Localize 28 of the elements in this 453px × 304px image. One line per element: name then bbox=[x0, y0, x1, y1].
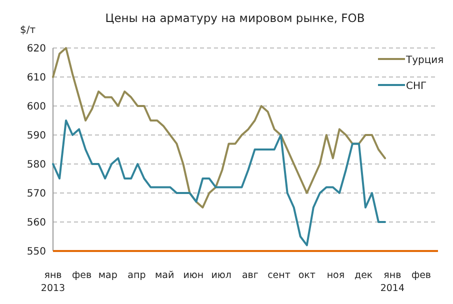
y-tick-label: 580 bbox=[26, 160, 46, 170]
x-tick-label: окт bbox=[298, 270, 316, 281]
chart-title: Цены на арматуру на мировом рынке, FOB bbox=[105, 11, 365, 25]
y-tick-label: 590 bbox=[26, 130, 46, 142]
x-tick-label: ноя bbox=[326, 270, 345, 281]
legend-label: Турция bbox=[405, 55, 444, 66]
x-tick-label: янв 2013 bbox=[40, 270, 66, 294]
y-axis-title: $/т bbox=[20, 25, 36, 36]
x-tick-label: июл bbox=[211, 270, 232, 281]
y-tick-label: 550 bbox=[26, 246, 46, 258]
y-tick-label: 610 bbox=[26, 72, 46, 84]
y-tick-label: 620 bbox=[26, 44, 46, 54]
x-tick-label: фев bbox=[411, 270, 432, 281]
y-tick-label: 560 bbox=[26, 218, 46, 228]
x-tick-label: сент bbox=[268, 270, 291, 281]
x-tick-label: дек bbox=[354, 270, 373, 281]
y-tick-label: 600 bbox=[26, 102, 46, 112]
line-series bbox=[52, 47, 386, 208]
y-tick-label: 570 bbox=[26, 188, 46, 200]
x-tick-label: мар bbox=[98, 270, 118, 281]
x-tick-label: апр bbox=[128, 270, 146, 281]
x-tick-label: май bbox=[155, 270, 174, 281]
x-tick-label: авг bbox=[242, 270, 258, 281]
x-tick-label: июн bbox=[183, 270, 204, 281]
legend-label: СНГ bbox=[406, 81, 427, 92]
line-series bbox=[52, 120, 386, 246]
x-tick-label: янв 2014 bbox=[380, 270, 405, 294]
x-tick-label: фев bbox=[72, 270, 92, 281]
